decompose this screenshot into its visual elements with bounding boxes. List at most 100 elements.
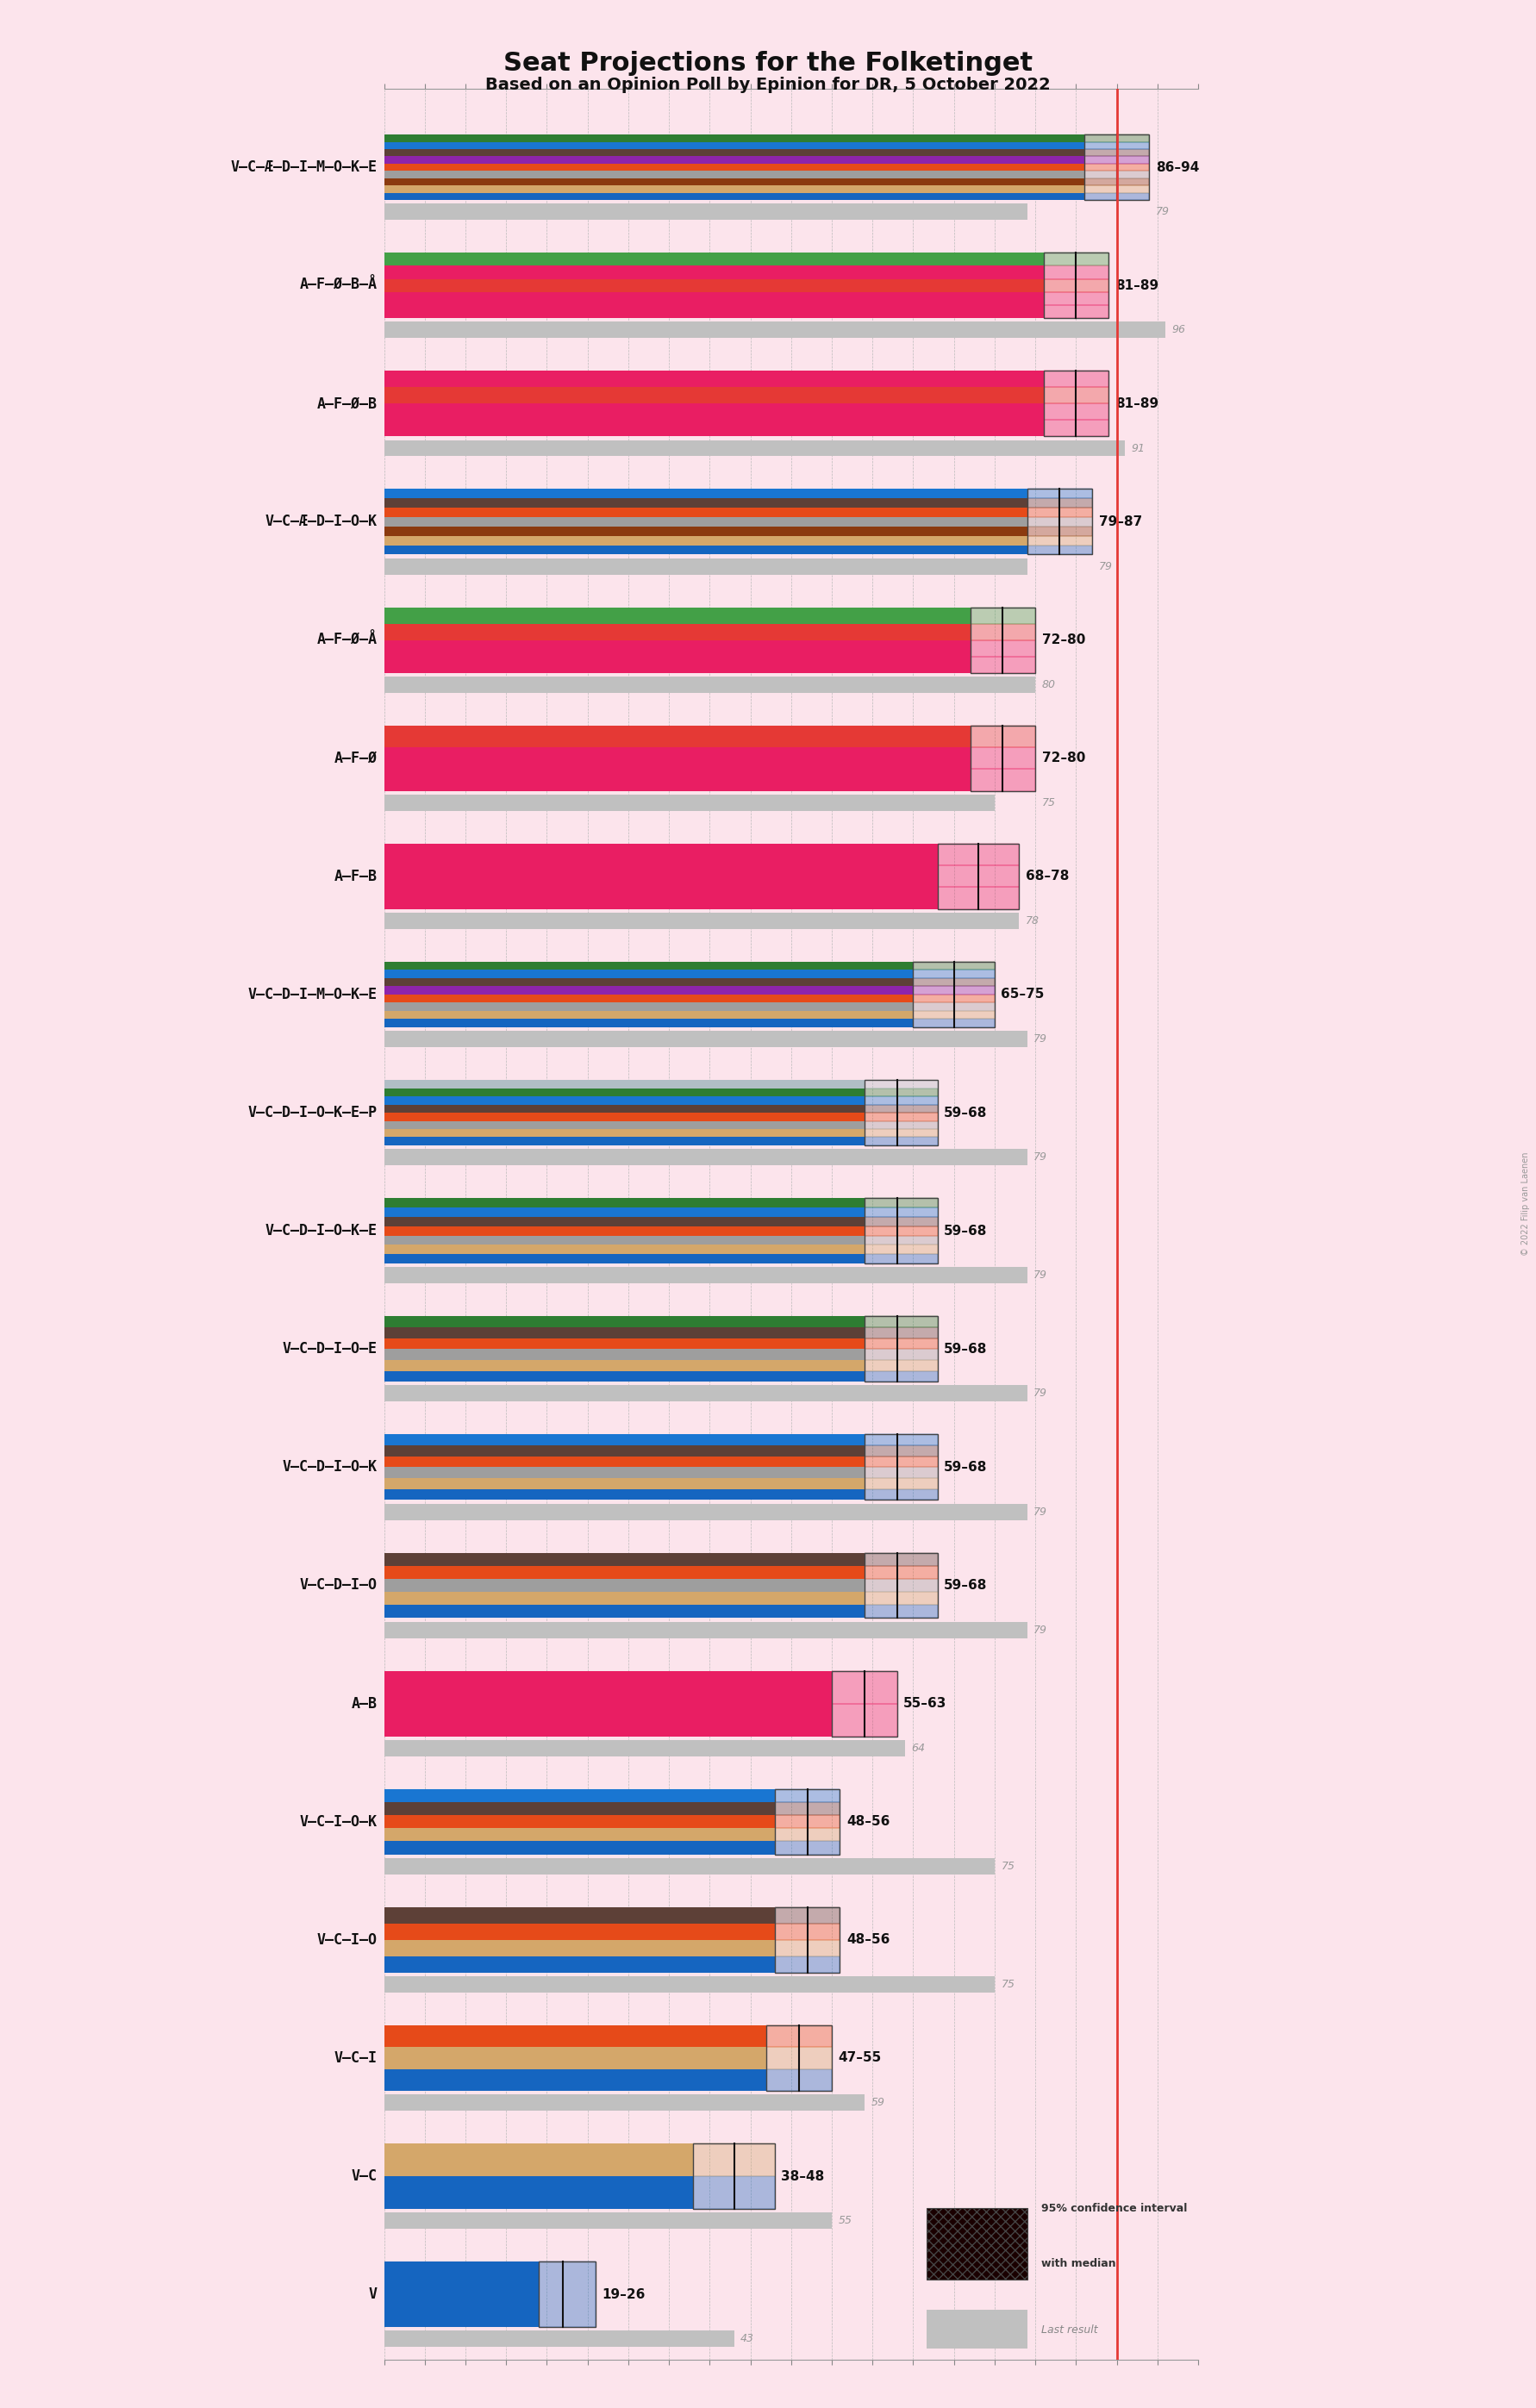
Bar [384,1149,1028,1165]
Bar [384,1457,865,1466]
Bar [865,1120,937,1129]
Bar [971,607,1035,624]
Bar [971,725,1035,746]
Bar [384,1977,995,1991]
Bar [1043,291,1109,306]
Bar [539,2261,596,2326]
Bar [865,1457,937,1466]
Bar [384,164,1084,171]
Text: A–B: A–B [352,1695,378,1712]
Bar [1084,193,1149,200]
Bar [384,1702,833,1736]
Bar [384,1907,774,1924]
Bar [865,1488,937,1500]
Bar [865,1245,937,1255]
Bar [1043,253,1109,265]
Bar [384,1580,865,1592]
Bar [914,1011,995,1019]
Bar [1043,388,1109,405]
Bar [384,1385,1028,1401]
Bar [384,978,914,987]
Bar [384,1816,774,1828]
Bar [865,1361,937,1370]
Bar [865,1553,937,1565]
Text: 78: 78 [1026,915,1040,927]
Bar [1084,135,1149,142]
Bar [774,1789,840,1854]
Bar [833,1702,897,1736]
Bar [1043,419,1109,436]
Bar [971,624,1035,641]
Text: 79: 79 [1098,561,1112,573]
Text: V–C: V–C [352,2170,378,2184]
Text: © 2022 Filip van Laenen: © 2022 Filip van Laenen [1521,1151,1530,1257]
Bar [971,768,1035,790]
Bar [865,1235,937,1245]
Bar [774,1789,840,1801]
Bar [865,1112,937,1120]
Bar [914,987,995,995]
Text: 68–78: 68–78 [1026,869,1069,884]
Bar [865,1445,937,1457]
Bar [384,1255,865,1264]
Bar [384,1592,865,1606]
Bar [384,2095,865,2112]
Bar [384,1488,865,1500]
Bar [865,1079,937,1088]
Bar [833,1671,897,1702]
Bar [384,995,914,1002]
Bar [384,970,914,978]
Bar [865,1112,937,1120]
Bar [1028,518,1092,527]
Text: A–F–Ø: A–F–Ø [335,751,378,766]
Text: 48–56: 48–56 [846,1816,889,1828]
Bar [1084,178,1149,185]
Bar [1043,388,1109,405]
Bar [865,1226,937,1235]
Text: 48–56: 48–56 [846,1934,889,1946]
Bar [1043,265,1109,279]
Bar [384,1267,1028,1283]
Bar [774,1828,840,1842]
Bar [914,961,995,1028]
Bar [865,1317,937,1327]
Bar [914,995,995,1002]
Bar [539,2261,596,2326]
Bar [971,624,1035,641]
Bar [1084,149,1149,157]
Bar [766,2068,833,2090]
Bar [384,1206,865,1216]
Bar [865,1348,937,1361]
Bar [865,1457,937,1466]
Bar [1084,157,1149,164]
Bar [865,1580,937,1592]
Text: 79: 79 [1034,1033,1048,1045]
Bar [766,2047,833,2068]
Bar [1084,142,1149,149]
Text: A–F–Ø–Å: A–F–Ø–Å [316,633,378,648]
Bar [384,441,1124,458]
Bar [384,1924,774,1941]
Bar [384,913,1018,929]
Text: 47–55: 47–55 [839,2052,882,2064]
Bar [914,970,995,978]
Bar [1043,253,1109,265]
Bar [774,1842,840,1854]
Bar [865,1216,937,1226]
Bar [971,725,1035,790]
Bar [865,1488,937,1500]
Text: V–C–D–I–M–O–K–E: V–C–D–I–M–O–K–E [249,987,378,1002]
Bar [971,746,1035,768]
Bar [914,1019,995,1028]
Bar [865,1199,937,1206]
Bar [865,1435,937,1500]
Bar [384,1801,774,1816]
Bar [384,544,1028,554]
Bar [384,1842,774,1854]
Bar [774,1924,840,1941]
Bar [833,1671,897,1702]
Text: 81–89: 81–89 [1115,397,1158,409]
Bar [937,843,1018,864]
Bar [1043,279,1109,291]
Bar [384,1503,1028,1519]
